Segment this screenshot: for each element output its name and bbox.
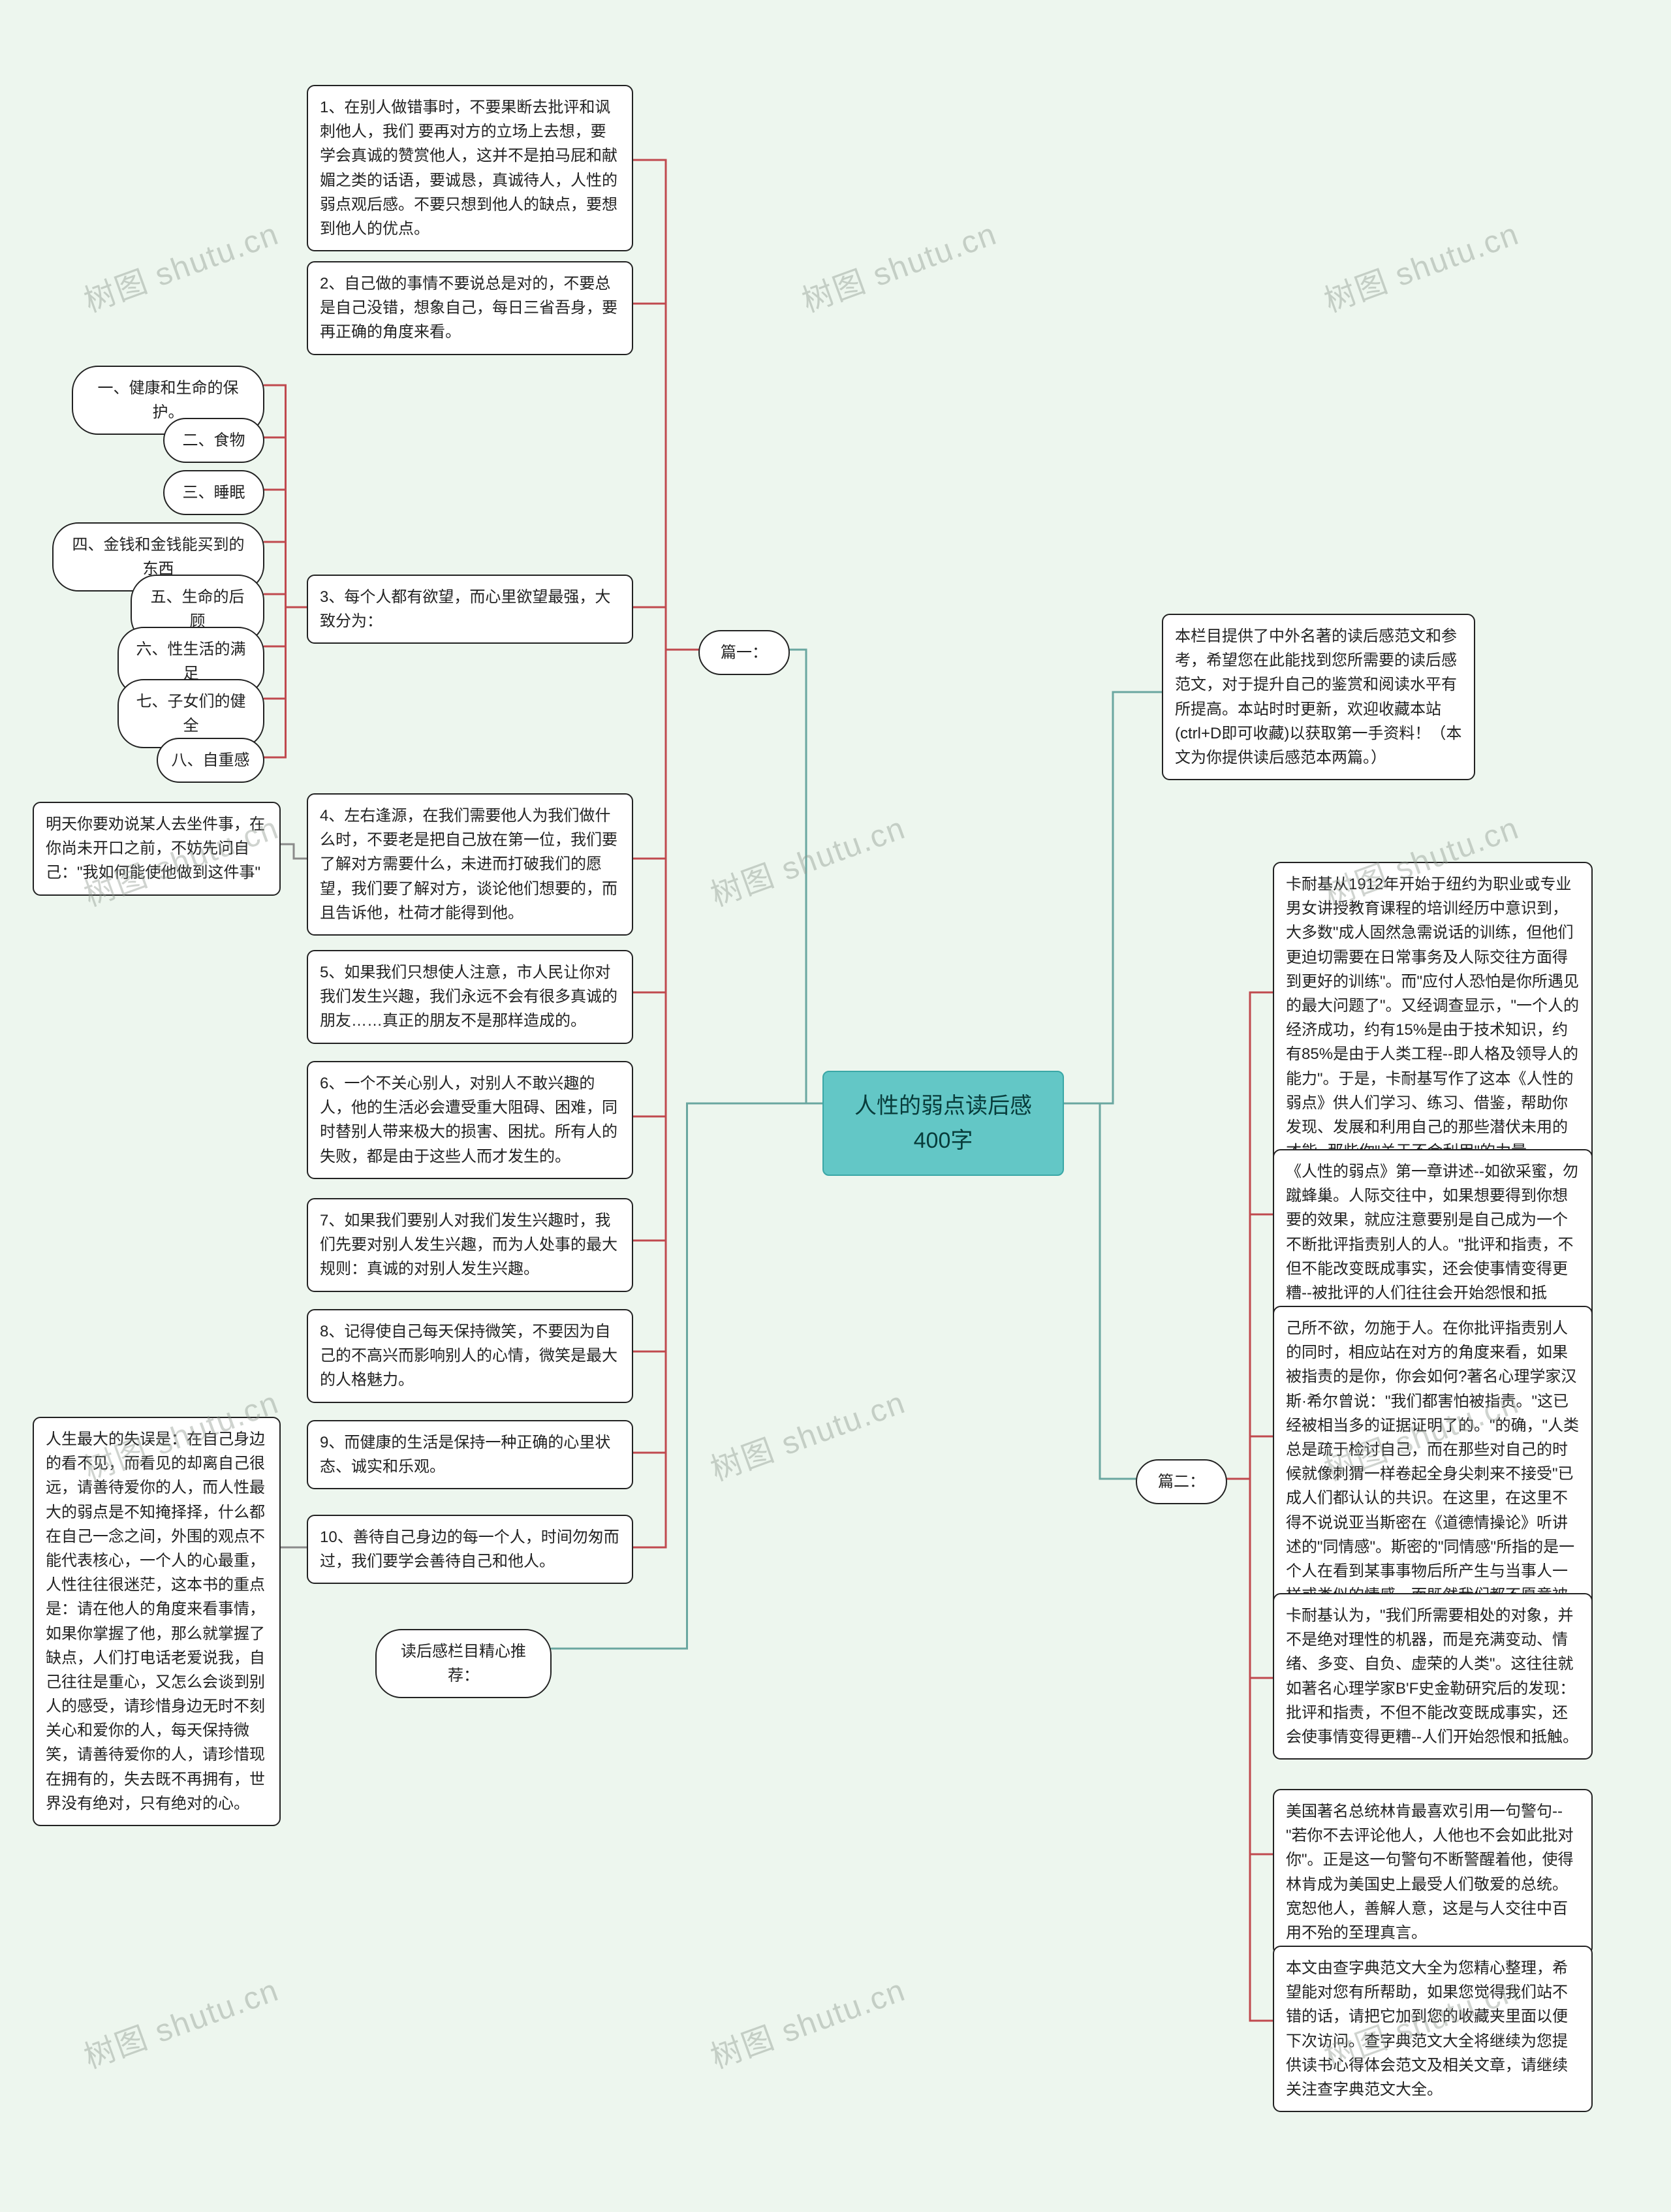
watermark: 树图 shutu.cn <box>703 1965 911 2078</box>
section-two: 篇二： <box>1136 1459 1227 1504</box>
desire-3: 三、睡眠 <box>163 470 264 515</box>
desire-2: 二、食物 <box>163 418 264 463</box>
p2-para-4: 卡耐基认为，"我们所需要相处的对象，并不是绝对理性的机器，而是充满变动、情绪、多… <box>1273 1593 1593 1760</box>
watermark: 树图 shutu.cn <box>703 1377 911 1490</box>
recommend-box: 读后感栏目精心推荐： <box>375 1629 552 1698</box>
desire-8: 八、自重感 <box>157 738 264 783</box>
p1-item-1: 1、在别人做错事时，不要果断去批评和讽刺他人，我们 要再对方的立场上去想，要学会… <box>307 85 633 251</box>
p2-para-6: 本文由查字典范文大全为您精心整理，希望能对您有所帮助，如果您觉得我们站不错的话，… <box>1273 1946 1593 2112</box>
section-one: 篇一： <box>698 630 790 675</box>
p1-item-10: 10、善待自己身边的每一个人，时间勿匆而过，我们要学会善待自己和他人。 <box>307 1515 633 1584</box>
p2-para-5: 美国著名总统林肯最喜欢引用一句警句--"若你不去评论他人，人他也不会如此批对你"… <box>1273 1789 1593 1955</box>
p1-item-2: 2、自己做的事情不要说总是对的，不要总是自己没错，想象自己，每日三省吾身，要再正… <box>307 261 633 355</box>
watermark: 树图 shutu.cn <box>76 208 284 321</box>
p1-item-3: 3、每个人都有欲望，而心里欲望最强，大致分为： <box>307 575 633 644</box>
p1-item-10-sub: 人生最大的失误是：在自己身边的看不见，而看见的却离自己很远，请善待爱你的人，而人… <box>33 1417 281 1826</box>
p1-item-4: 4、左右逢源，在我们需要他人为我们做什么时，不要老是把自己放在第一位，我们要了解… <box>307 793 633 936</box>
p1-item-5: 5、如果我们只想使人注意，市人民让你对我们发生兴趣，我们永远不会有很多真诚的朋友… <box>307 950 633 1044</box>
intro-box: 本栏目提供了中外名著的读后感范文和参考，希望您在此能找到您所需要的读后感范文，对… <box>1162 614 1475 780</box>
root-node: 人性的弱点读后感400字 <box>822 1071 1064 1176</box>
p1-item-4-sub: 明天你要劝说某人去坐件事，在你尚未开口之前，不妨先问自己："我如何能使他做到这件… <box>33 802 281 896</box>
watermark: 树图 shutu.cn <box>76 1965 284 2078</box>
p1-item-7: 7、如果我们要别人对我们发生兴趣时，我们先要对别人发生兴趣，而为人处事的最大规则… <box>307 1198 633 1292</box>
p2-para-1: 卡耐基从1912年开始于纽约为职业或专业男女讲授教育课程的培训经历中意识到，大多… <box>1273 862 1593 1174</box>
p1-item-9: 9、而健康的生活是保持一种正确的心里状态、诚实和乐观。 <box>307 1420 633 1489</box>
watermark: 树图 shutu.cn <box>794 208 1002 321</box>
watermark: 树图 shutu.cn <box>703 802 911 915</box>
p1-item-6: 6、一个不关心别人，对别人不敢兴趣的人，他的生活必会遭受重大阻碍、困难，同时替别… <box>307 1061 633 1179</box>
watermark: 树图 shutu.cn <box>1317 208 1524 321</box>
p1-item-8: 8、记得使自己每天保持微笑，不要因为自己的不高兴而影响别人的心情，微笑是最大的人… <box>307 1309 633 1403</box>
